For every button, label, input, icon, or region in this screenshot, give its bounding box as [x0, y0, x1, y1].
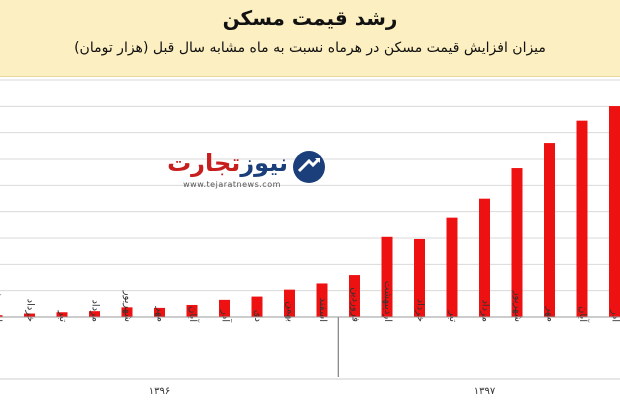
bars	[0, 106, 620, 317]
month-labels: اردیبهشت خرداد تیر مرداد شهریور مهر آبان آذر دی ب…	[0, 281, 620, 323]
bar	[219, 299, 230, 317]
chart-header: رشد قیمت مسکن میزان افزایش قیمت مسکن در …	[0, 0, 620, 77]
month-label: فروردین	[350, 287, 361, 322]
month-label: مرداد	[90, 299, 101, 322]
month-label: آذر	[220, 309, 233, 323]
month-label: بهمن	[285, 301, 296, 322]
year-label: ۱۳۹۷	[474, 386, 496, 397]
month-label: اسفند	[317, 298, 328, 322]
month-label: مهر	[155, 306, 166, 322]
month-label: آبان	[577, 306, 590, 323]
month-label: تیر	[447, 310, 458, 323]
month-label: تیر	[57, 310, 68, 323]
month-label: خرداد	[415, 299, 426, 322]
grid-lines	[0, 79, 620, 318]
bar	[576, 120, 588, 317]
bar	[56, 312, 68, 317]
bar	[479, 198, 490, 317]
bar	[186, 304, 198, 317]
bar	[89, 311, 100, 317]
logo-wordmark: نیوزتجارت	[167, 148, 288, 178]
month-label: خرداد	[25, 299, 36, 322]
month-label: آذر	[610, 309, 620, 323]
logo-globe-icon	[293, 151, 325, 183]
bar	[121, 307, 133, 317]
bar	[284, 289, 295, 317]
chart-title: رشد قیمت مسکن	[222, 6, 398, 30]
month-label: اردیبهشت	[382, 281, 393, 322]
chart-area: اردیبهشت خرداد تیر مرداد شهریور مهر آبان آذر دی ب…	[0, 79, 620, 397]
month-label: مرداد	[480, 299, 491, 322]
bar	[316, 283, 328, 317]
bar	[349, 275, 360, 317]
bar	[414, 238, 425, 317]
logo-name-part-1: تجارت	[167, 149, 241, 177]
month-label: شهریور	[122, 290, 133, 322]
month-label: شهریور	[512, 290, 523, 322]
chart-subtitle: میزان افزایش قیمت مسکن در هرماه نسبت به …	[74, 40, 546, 56]
bar	[24, 313, 35, 317]
year-label: ۱۳۹۶	[149, 386, 170, 397]
bar	[446, 217, 458, 317]
bar	[154, 307, 165, 317]
bar	[381, 236, 393, 317]
logo-url: www.tejaratnews.com	[183, 180, 281, 189]
bar	[511, 168, 523, 317]
bar	[544, 143, 555, 317]
month-label: آبان	[187, 306, 200, 323]
month-label: مهر	[545, 306, 556, 322]
month-label: دی	[252, 310, 263, 322]
logo-name-part-2: نیوز	[240, 149, 288, 177]
bar	[251, 296, 263, 317]
bar	[0, 315, 3, 317]
bar	[609, 106, 620, 317]
year-groups: ۱۳۹۶ ۱۳۹۷	[0, 317, 620, 397]
publisher-logo: نیوزتجارت www.tejaratnews.com	[167, 148, 328, 198]
month-label: اردیبهشت	[0, 281, 3, 322]
